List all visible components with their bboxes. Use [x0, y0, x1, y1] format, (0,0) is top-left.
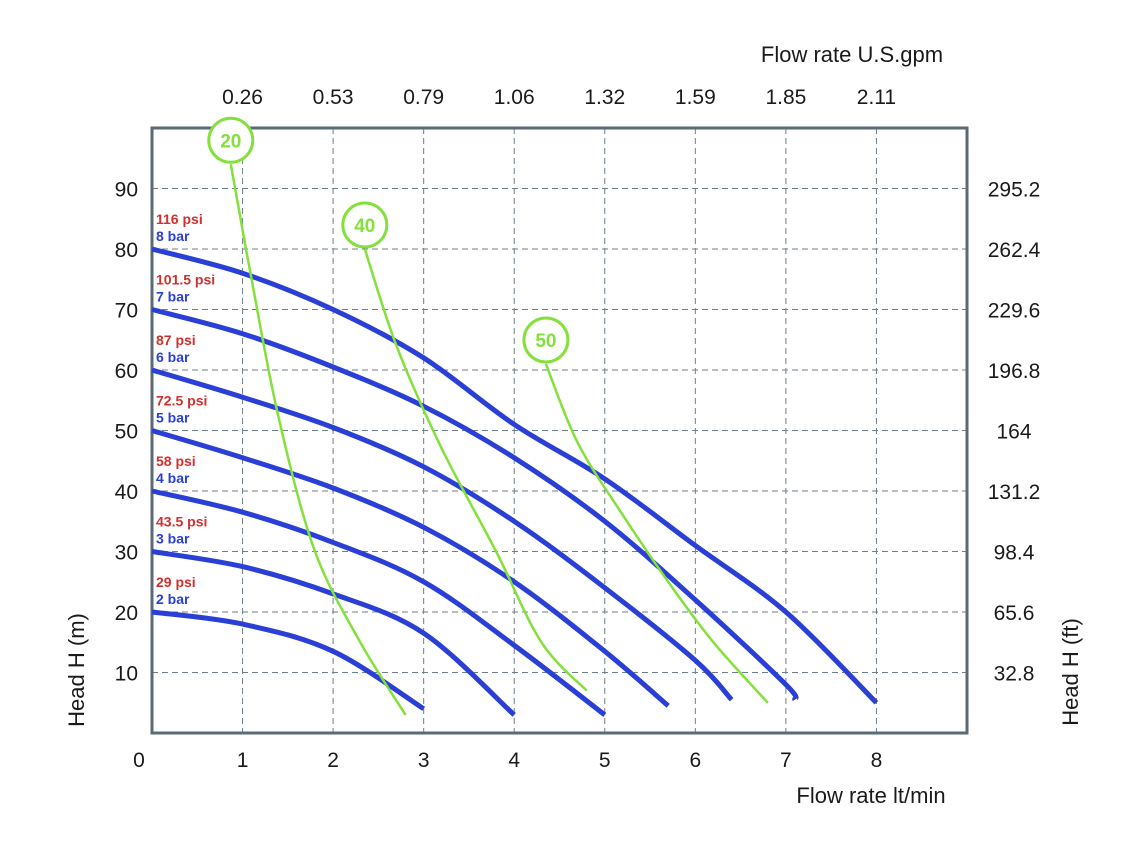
y-right-tick-label: 32.8 — [994, 663, 1035, 686]
efficiency-marker-20 — [207, 116, 255, 164]
y-right-tick-label: 98.4 — [994, 542, 1035, 565]
x-top-tick-label: 0.26 — [222, 86, 263, 109]
efficiency-label-20: 20 — [220, 131, 241, 152]
y-left-ticks: 10 20 30 40 50 60 70 80 90 — [115, 179, 138, 686]
y-left-axis-title: Head H (m) — [64, 613, 89, 727]
x-bottom-ticks: 0 1 2 3 4 5 6 7 8 — [133, 749, 882, 772]
x-bottom-tick-label: 1 — [237, 749, 249, 772]
efficiency-label-40: 40 — [354, 216, 375, 237]
y-right-tick-label: 196.8 — [988, 360, 1041, 383]
x-top-tick-label: 1.59 — [675, 86, 716, 109]
bar-label: 4 bar — [156, 470, 190, 486]
bar-label: 8 bar — [156, 228, 190, 244]
x-bottom-tick-label: 2 — [327, 749, 339, 772]
x-bottom-tick-label: 8 — [871, 749, 883, 772]
y-left-tick-label: 70 — [115, 300, 138, 323]
x-top-tick-label: 0.79 — [403, 86, 444, 109]
y-left-tick-label: 90 — [115, 179, 138, 202]
efficiency-marker-40 — [341, 201, 389, 249]
efficiency-curve-40 — [363, 248, 588, 692]
bar-label: 2 bar — [156, 591, 190, 607]
efficiency-label-50: 50 — [535, 331, 556, 352]
bar-label: 3 bar — [156, 531, 190, 547]
grid — [152, 128, 967, 733]
bar-label: 5 bar — [156, 410, 190, 426]
x-bottom-tick-label: 6 — [689, 749, 701, 772]
y-left-tick-label: 20 — [115, 602, 138, 625]
efficiency-lines: 20 40 50 — [207, 116, 769, 716]
psi-label: 43.5 psi — [156, 514, 207, 530]
y-right-axis-title: Head H (ft) — [1058, 618, 1083, 726]
y-right-tick-label: 131.2 — [988, 481, 1041, 504]
x-bottom-tick-label: 7 — [780, 749, 792, 772]
y-right-tick-label: 164 — [996, 421, 1031, 444]
x-bottom-tick-label: 3 — [418, 749, 430, 772]
series-line-6-bar — [151, 367, 734, 702]
y-right-tick-label: 229.6 — [988, 300, 1041, 323]
series-line-5-bar — [151, 428, 670, 708]
y-right-tick-label: 65.6 — [994, 602, 1035, 625]
x-top-axis-title: Flow rate U.S.gpm — [761, 42, 943, 67]
y-left-tick-label: 10 — [115, 663, 138, 686]
psi-label: 101.5 psi — [156, 272, 215, 288]
y-right-tick-label: 295.2 — [988, 179, 1041, 202]
psi-label: 29 psi — [156, 574, 196, 590]
series-line-8-bar — [151, 246, 879, 705]
y-left-tick-label: 50 — [115, 421, 138, 444]
x-top-tick-label: 1.85 — [765, 86, 806, 109]
x-top-ticks: 0.26 0.53 0.79 1.06 1.32 1.59 1.85 2.11 — [222, 86, 896, 109]
series-line-2-bar — [151, 609, 426, 711]
y-left-tick-label: 40 — [115, 481, 138, 504]
psi-label: 58 psi — [156, 453, 196, 469]
y-left-tick-label: 30 — [115, 542, 138, 565]
psi-label: 87 psi — [156, 332, 196, 348]
x-top-tick-label: 0.53 — [313, 86, 354, 109]
x-bottom-tick-label: 4 — [508, 749, 520, 772]
efficiency-curve-50 — [544, 363, 769, 704]
psi-label: 72.5 psi — [156, 393, 207, 409]
bar-label: 7 bar — [156, 289, 190, 305]
x-top-tick-label: 1.32 — [584, 86, 625, 109]
series-line-7-bar — [151, 307, 799, 702]
efficiency-marker-50 — [522, 316, 570, 364]
x-bottom-axis-title: Flow rate lt/min — [796, 783, 945, 808]
x-bottom-tick-label: 0 — [133, 749, 145, 772]
bar-label: 6 bar — [156, 349, 190, 365]
y-left-tick-label: 60 — [115, 360, 138, 383]
x-top-tick-label: 2.11 — [857, 86, 896, 109]
y-left-tick-label: 80 — [115, 239, 138, 262]
psi-label: 116 psi — [156, 211, 203, 227]
efficiency-curve-20 — [229, 164, 407, 716]
x-top-tick-label: 1.06 — [494, 86, 535, 109]
y-right-tick-label: 262.4 — [988, 239, 1041, 262]
y-right-ticks: 32.8 65.6 98.4 131.2 164 196.8 229.6 262.4 295.2 — [988, 179, 1041, 686]
series-line-4-bar — [151, 488, 607, 717]
x-bottom-tick-label: 5 — [599, 749, 611, 772]
